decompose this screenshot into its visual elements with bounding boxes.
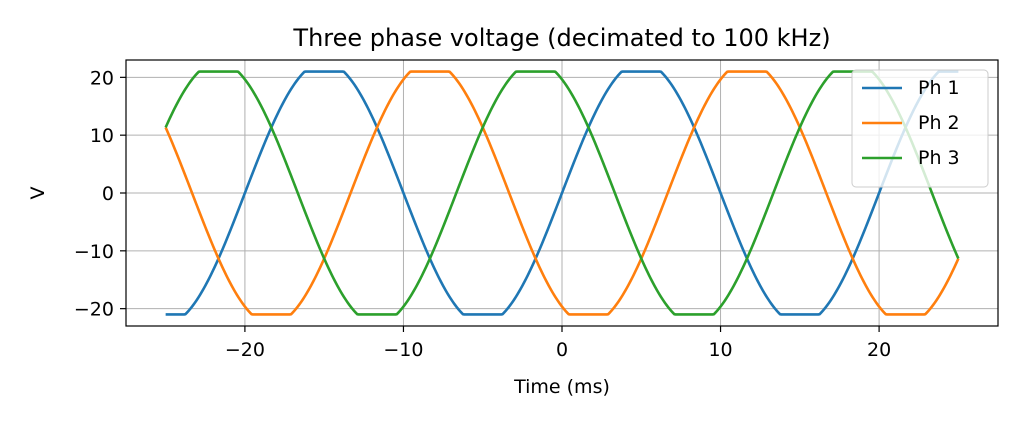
y-tick-label: −10 bbox=[74, 241, 114, 263]
axis-ticks: −20 −10 0 10 20 20 10 0 −10 −20 bbox=[74, 67, 891, 361]
y-tick-label: 0 bbox=[102, 183, 114, 205]
series-line-ph-2 bbox=[164, 70, 960, 316]
chart-title: Three phase voltage (decimated to 100 kH… bbox=[292, 24, 830, 52]
x-tick-label: −20 bbox=[225, 339, 265, 361]
legend: Ph 1 Ph 2 Ph 3 bbox=[851, 69, 989, 188]
x-tick-label: −10 bbox=[383, 339, 423, 361]
x-tick-label: 0 bbox=[556, 339, 568, 361]
legend-label: Ph 3 bbox=[918, 147, 960, 169]
y-tick-label: 20 bbox=[90, 67, 114, 89]
x-axis-label: Time (ms) bbox=[513, 376, 610, 398]
legend-label: Ph 1 bbox=[918, 77, 960, 99]
series-lines bbox=[164, 70, 960, 316]
y-tick-label: 10 bbox=[90, 125, 114, 147]
x-tick-label: 10 bbox=[708, 339, 732, 361]
y-tick-label: −20 bbox=[74, 299, 114, 321]
legend-label: Ph 2 bbox=[918, 112, 960, 134]
x-tick-label: 20 bbox=[867, 339, 891, 361]
series-line-ph-1 bbox=[165, 70, 959, 316]
y-axis-label: V bbox=[27, 187, 49, 200]
series-line-ph-3 bbox=[164, 70, 960, 316]
